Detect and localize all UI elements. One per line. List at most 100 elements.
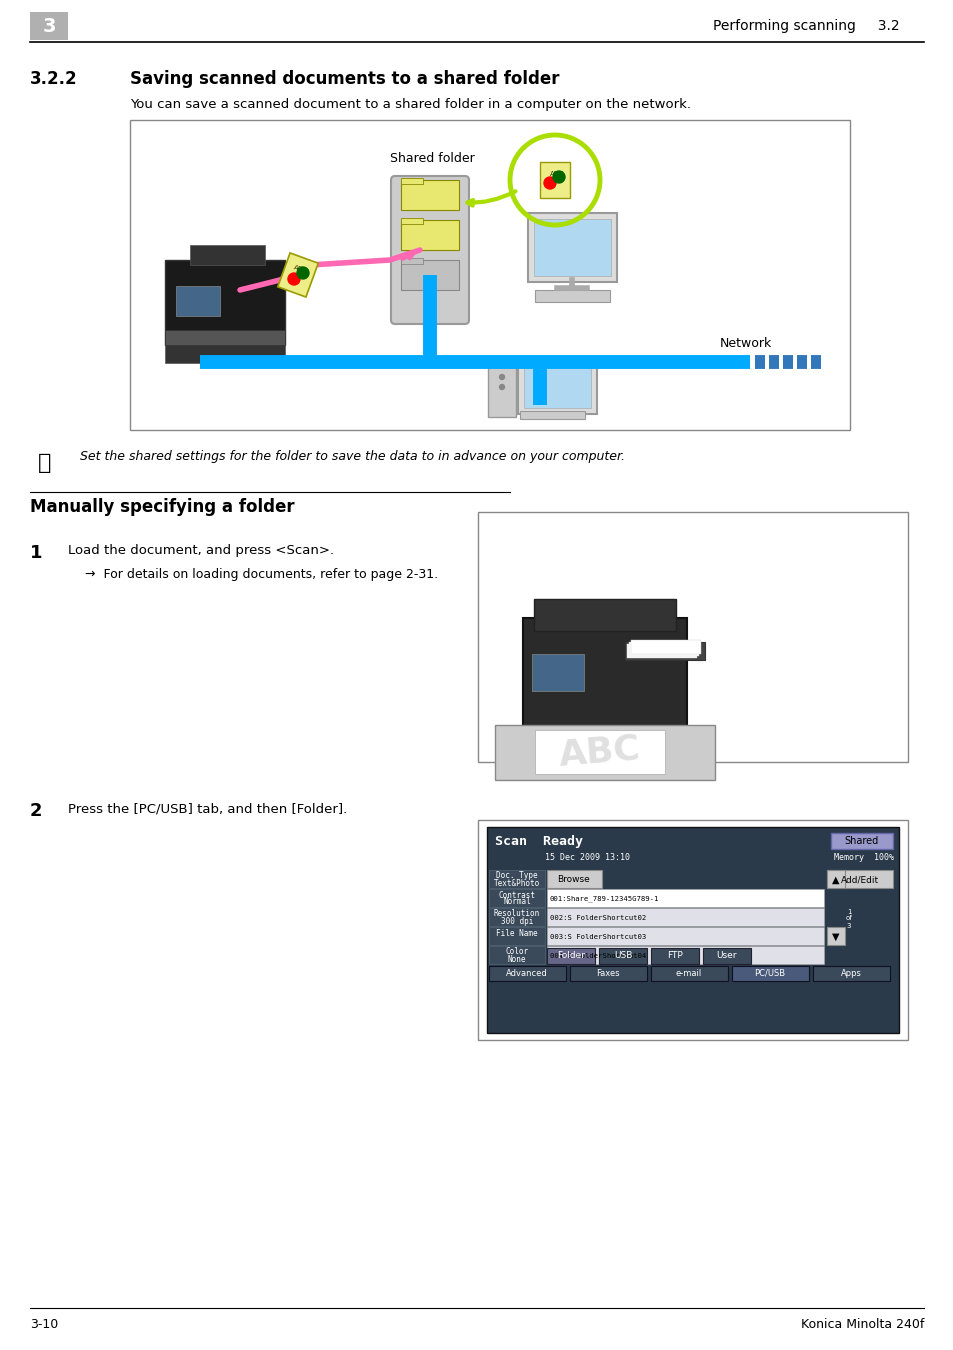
- Circle shape: [499, 385, 504, 390]
- Text: Manually specifying a folder: Manually specifying a folder: [30, 498, 294, 516]
- FancyBboxPatch shape: [517, 358, 597, 414]
- Text: Add/Edit: Add/Edit: [840, 876, 878, 884]
- Circle shape: [296, 267, 309, 279]
- FancyBboxPatch shape: [495, 725, 714, 780]
- FancyBboxPatch shape: [489, 869, 544, 888]
- Text: Color: Color: [505, 948, 528, 957]
- FancyBboxPatch shape: [546, 890, 823, 907]
- FancyBboxPatch shape: [546, 948, 595, 964]
- Text: Browse: Browse: [558, 876, 590, 884]
- Text: 300 dpi: 300 dpi: [500, 917, 533, 926]
- FancyBboxPatch shape: [30, 12, 68, 40]
- FancyBboxPatch shape: [400, 220, 458, 250]
- Text: None: None: [507, 954, 526, 964]
- FancyBboxPatch shape: [477, 512, 907, 761]
- Text: 15 Dec 2009 13:10: 15 Dec 2009 13:10: [544, 853, 629, 863]
- FancyBboxPatch shape: [400, 178, 422, 184]
- FancyBboxPatch shape: [626, 644, 697, 657]
- FancyBboxPatch shape: [477, 819, 907, 1040]
- FancyBboxPatch shape: [400, 217, 422, 224]
- FancyBboxPatch shape: [190, 244, 265, 265]
- Text: FTP: FTP: [666, 952, 682, 960]
- Text: Text&Photo: Text&Photo: [494, 879, 539, 887]
- Text: 3: 3: [42, 16, 55, 35]
- FancyBboxPatch shape: [489, 946, 544, 964]
- Text: Normal: Normal: [502, 898, 530, 906]
- FancyBboxPatch shape: [826, 927, 844, 945]
- Text: Apps: Apps: [840, 969, 861, 977]
- Text: Folder: Folder: [557, 952, 584, 960]
- Text: →  For details on loading documents, refer to page 2-31.: → For details on loading documents, refe…: [85, 568, 437, 580]
- Text: Resolution: Resolution: [494, 910, 539, 918]
- Text: 004:S FolderShortcut04: 004:S FolderShortcut04: [550, 953, 645, 958]
- Text: Faxes: Faxes: [596, 969, 619, 977]
- FancyBboxPatch shape: [165, 261, 285, 346]
- Text: Press the [PC/USB] tab, and then [Folder].: Press the [PC/USB] tab, and then [Folder…: [68, 802, 347, 815]
- Text: User: User: [716, 952, 737, 960]
- Text: 3.2.2: 3.2.2: [30, 70, 77, 88]
- FancyBboxPatch shape: [534, 219, 610, 275]
- Circle shape: [499, 374, 504, 379]
- FancyBboxPatch shape: [650, 948, 699, 964]
- FancyBboxPatch shape: [598, 948, 646, 964]
- FancyBboxPatch shape: [489, 909, 544, 926]
- Polygon shape: [277, 252, 318, 297]
- FancyBboxPatch shape: [489, 927, 544, 945]
- Circle shape: [553, 171, 564, 184]
- FancyBboxPatch shape: [546, 869, 601, 888]
- FancyBboxPatch shape: [535, 730, 664, 774]
- Text: ▼: ▼: [831, 931, 839, 942]
- Text: Network: Network: [720, 338, 771, 350]
- FancyBboxPatch shape: [546, 909, 823, 926]
- Text: 001:Share_789-12345G789-1: 001:Share_789-12345G789-1: [550, 895, 659, 902]
- Polygon shape: [539, 162, 569, 198]
- FancyBboxPatch shape: [523, 364, 590, 408]
- Text: Shared folder: Shared folder: [389, 153, 474, 165]
- FancyBboxPatch shape: [489, 967, 565, 981]
- FancyBboxPatch shape: [522, 618, 686, 732]
- FancyBboxPatch shape: [630, 640, 700, 653]
- Text: e-mail: e-mail: [675, 969, 701, 977]
- FancyBboxPatch shape: [488, 364, 516, 417]
- Text: 003:S FolderShortcut03: 003:S FolderShortcut03: [550, 934, 645, 940]
- FancyBboxPatch shape: [534, 599, 676, 630]
- FancyBboxPatch shape: [830, 833, 892, 849]
- FancyBboxPatch shape: [624, 643, 704, 660]
- Circle shape: [288, 273, 299, 285]
- FancyBboxPatch shape: [175, 286, 220, 316]
- FancyBboxPatch shape: [400, 180, 458, 211]
- Text: 1: 1: [30, 544, 43, 562]
- Text: Performing scanning     3.2: Performing scanning 3.2: [713, 19, 899, 32]
- FancyBboxPatch shape: [400, 258, 422, 265]
- Text: Load the document, and press <Scan>.: Load the document, and press <Scan>.: [68, 544, 334, 558]
- FancyBboxPatch shape: [826, 869, 892, 888]
- Text: Doc. Type: Doc. Type: [496, 872, 537, 880]
- Text: ABC: ABC: [549, 171, 563, 177]
- Text: ABC: ABC: [558, 732, 641, 772]
- Text: 2: 2: [30, 802, 43, 819]
- FancyBboxPatch shape: [812, 967, 889, 981]
- Text: Saving scanned documents to a shared folder: Saving scanned documents to a shared fol…: [130, 70, 558, 88]
- FancyBboxPatch shape: [535, 290, 609, 302]
- Text: USB: USB: [613, 952, 632, 960]
- FancyBboxPatch shape: [486, 828, 898, 1033]
- FancyBboxPatch shape: [130, 120, 849, 431]
- FancyBboxPatch shape: [391, 176, 469, 324]
- FancyBboxPatch shape: [165, 329, 285, 346]
- Text: Konica Minolta 240f: Konica Minolta 240f: [800, 1318, 923, 1331]
- FancyBboxPatch shape: [546, 927, 823, 945]
- Text: Memory  100%: Memory 100%: [833, 853, 893, 863]
- FancyBboxPatch shape: [569, 967, 646, 981]
- Text: ABC: ABC: [292, 265, 307, 275]
- Text: ▲: ▲: [831, 875, 839, 886]
- Text: 3-10: 3-10: [30, 1318, 58, 1331]
- Text: 📖: 📖: [38, 454, 51, 472]
- FancyBboxPatch shape: [826, 869, 844, 888]
- FancyBboxPatch shape: [650, 967, 727, 981]
- Text: File Name: File Name: [496, 929, 537, 937]
- FancyBboxPatch shape: [532, 653, 583, 691]
- Circle shape: [543, 177, 556, 189]
- FancyBboxPatch shape: [400, 261, 458, 290]
- FancyBboxPatch shape: [731, 967, 808, 981]
- FancyBboxPatch shape: [489, 890, 544, 907]
